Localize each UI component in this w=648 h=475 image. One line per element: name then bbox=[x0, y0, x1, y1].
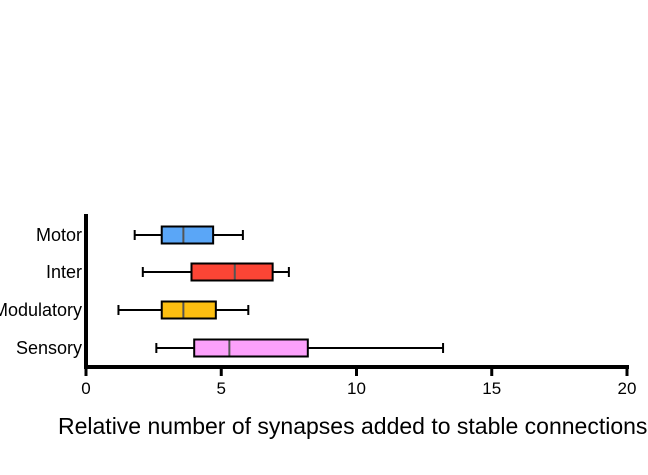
x-tick-label: 5 bbox=[217, 379, 226, 398]
box-iqr-inter bbox=[190, 262, 274, 282]
box-iqr-modulatory bbox=[160, 300, 217, 320]
box-motor bbox=[133, 225, 244, 245]
y-label-modulatory: Modulatory bbox=[0, 300, 82, 320]
box-iqr-sensory bbox=[193, 338, 309, 358]
box-modulatory bbox=[117, 300, 250, 320]
box-sensory bbox=[155, 338, 445, 358]
box-inter bbox=[141, 262, 290, 282]
x-tick-label: 15 bbox=[482, 379, 501, 398]
box-series bbox=[117, 225, 445, 358]
y-label-sensory: Sensory bbox=[16, 338, 82, 358]
y-label-inter: Inter bbox=[46, 262, 82, 282]
x-ticks: 0 5 10 15 20 bbox=[81, 367, 636, 398]
y-label-motor: Motor bbox=[36, 225, 82, 245]
x-tick-label: 10 bbox=[347, 379, 366, 398]
box-iqr-motor bbox=[160, 225, 215, 245]
x-tick-label: 20 bbox=[618, 379, 637, 398]
x-tick-label: 0 bbox=[81, 379, 90, 398]
x-axis-title: Relative number of synapses added to sta… bbox=[58, 413, 647, 439]
y-category-labels: Motor Inter Modulatory Sensory bbox=[0, 225, 82, 358]
